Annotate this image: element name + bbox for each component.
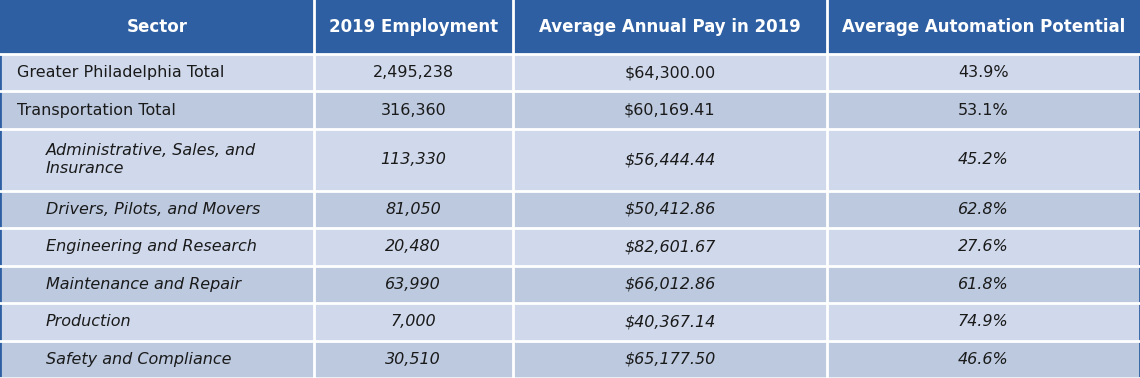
Text: 2019 Employment: 2019 Employment bbox=[328, 18, 498, 36]
Bar bbox=[826, 0, 1140, 54]
Text: 46.6%: 46.6% bbox=[958, 352, 1009, 367]
Bar bbox=[513, 191, 826, 228]
Bar bbox=[513, 54, 826, 91]
Text: 2,495,238: 2,495,238 bbox=[373, 65, 454, 80]
Bar bbox=[0, 0, 314, 54]
Text: Drivers, Pilots, and Movers: Drivers, Pilots, and Movers bbox=[46, 202, 260, 217]
Text: 63,990: 63,990 bbox=[385, 277, 441, 292]
Bar bbox=[0, 54, 314, 91]
Text: 43.9%: 43.9% bbox=[958, 65, 1009, 80]
Text: 81,050: 81,050 bbox=[385, 202, 441, 217]
Bar bbox=[826, 228, 1140, 266]
Bar bbox=[0, 228, 314, 266]
Bar bbox=[314, 266, 513, 303]
Bar bbox=[826, 54, 1140, 91]
Text: $66,012.86: $66,012.86 bbox=[624, 277, 716, 292]
Text: Maintenance and Repair: Maintenance and Repair bbox=[46, 277, 241, 292]
Bar bbox=[314, 129, 513, 191]
Bar bbox=[314, 54, 513, 91]
Bar bbox=[0, 129, 314, 191]
Text: $82,601.67: $82,601.67 bbox=[624, 239, 716, 254]
Bar bbox=[513, 228, 826, 266]
Text: 113,330: 113,330 bbox=[381, 152, 446, 167]
Text: 62.8%: 62.8% bbox=[958, 202, 1009, 217]
Bar bbox=[826, 91, 1140, 129]
Bar bbox=[314, 228, 513, 266]
Bar bbox=[826, 266, 1140, 303]
Text: $40,367.14: $40,367.14 bbox=[624, 314, 716, 329]
Bar bbox=[314, 191, 513, 228]
Bar bbox=[0, 266, 314, 303]
Text: 74.9%: 74.9% bbox=[958, 314, 1009, 329]
Bar bbox=[513, 266, 826, 303]
Text: 45.2%: 45.2% bbox=[958, 152, 1009, 167]
Text: Average Automation Potential: Average Automation Potential bbox=[841, 18, 1125, 36]
Bar bbox=[0, 91, 314, 129]
Bar bbox=[513, 341, 826, 378]
Text: $64,300.00: $64,300.00 bbox=[624, 65, 716, 80]
Text: 53.1%: 53.1% bbox=[958, 102, 1009, 118]
Text: 61.8%: 61.8% bbox=[958, 277, 1009, 292]
Text: Transportation Total: Transportation Total bbox=[17, 102, 176, 118]
Text: Average Annual Pay in 2019: Average Annual Pay in 2019 bbox=[539, 18, 800, 36]
Bar bbox=[513, 0, 826, 54]
Text: Sector: Sector bbox=[127, 18, 187, 36]
Bar bbox=[826, 129, 1140, 191]
Bar bbox=[0, 303, 314, 341]
Text: 316,360: 316,360 bbox=[381, 102, 446, 118]
Text: Engineering and Research: Engineering and Research bbox=[46, 239, 256, 254]
Text: $56,444.44: $56,444.44 bbox=[624, 152, 716, 167]
Bar bbox=[513, 303, 826, 341]
Text: $60,169.41: $60,169.41 bbox=[624, 102, 716, 118]
Bar bbox=[314, 341, 513, 378]
Text: 30,510: 30,510 bbox=[385, 352, 441, 367]
Bar bbox=[314, 91, 513, 129]
Text: 20,480: 20,480 bbox=[385, 239, 441, 254]
Bar bbox=[826, 341, 1140, 378]
Text: $65,177.50: $65,177.50 bbox=[624, 352, 716, 367]
Bar bbox=[0, 341, 314, 378]
Text: Production: Production bbox=[46, 314, 131, 329]
Text: Administrative, Sales, and
Insurance: Administrative, Sales, and Insurance bbox=[46, 144, 255, 176]
Bar bbox=[826, 303, 1140, 341]
Text: 27.6%: 27.6% bbox=[958, 239, 1009, 254]
Bar bbox=[314, 0, 513, 54]
Text: Greater Philadelphia Total: Greater Philadelphia Total bbox=[17, 65, 225, 80]
Bar bbox=[0, 191, 314, 228]
Bar bbox=[826, 191, 1140, 228]
Bar bbox=[513, 91, 826, 129]
Text: Safety and Compliance: Safety and Compliance bbox=[46, 352, 231, 367]
Bar bbox=[513, 129, 826, 191]
Text: 7,000: 7,000 bbox=[390, 314, 437, 329]
Text: $50,412.86: $50,412.86 bbox=[624, 202, 716, 217]
Bar bbox=[314, 303, 513, 341]
